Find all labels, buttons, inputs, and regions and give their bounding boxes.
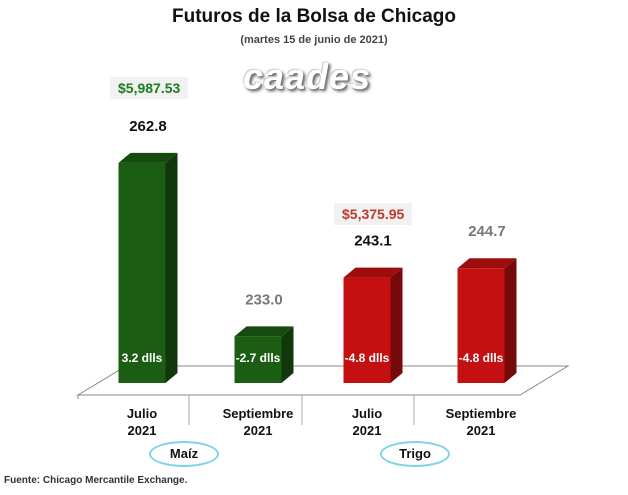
chart-floor [76, 365, 570, 396]
bar-value-label: 243.1 [354, 233, 392, 250]
chart-title: Futuros de la Bolsa de Chicago [172, 6, 456, 27]
x-tick-label-line: Julio [126, 406, 158, 421]
bar-change-label: -4.8 dlls [345, 351, 390, 365]
x-tick-label: Septiembre 2021 [426, 405, 536, 439]
x-tick-label-line: 2021 [466, 423, 496, 438]
bar [457, 268, 505, 383]
bar-top [343, 267, 403, 278]
bar-top [457, 258, 517, 269]
bar-change-label: -2.7 dlls [236, 351, 281, 365]
group-label-trigo: Trigo [380, 441, 450, 467]
bar-change-label: 3.2 dlls [122, 351, 163, 365]
bar-side [281, 326, 294, 383]
bar-value-label: 262.8 [129, 118, 167, 135]
x-tick-label-line: Septiembre [222, 406, 294, 421]
x-tick-label-line: Julio [351, 406, 383, 421]
maiz-price-badge: $5,987.53 [110, 77, 189, 99]
bar-side [390, 267, 403, 383]
x-tick-label: Septiembre 2021 [203, 405, 313, 439]
source-note: Fuente: Chicago Mercantile Exchange. [4, 475, 188, 486]
bar-side [165, 152, 178, 383]
x-tick-label-line: 2021 [243, 423, 273, 438]
bar-value-label: 244.7 [468, 223, 506, 240]
bar-change-label: -4.8 dlls [459, 351, 504, 365]
x-tick-label-line: Septiembre [445, 406, 517, 421]
x-tick-label-line: 2021 [127, 423, 157, 438]
caades-logo: caades [243, 56, 372, 97]
bar-side [504, 258, 517, 383]
bar-value-label: 233.0 [245, 291, 283, 308]
group-label-maiz: Maíz [149, 441, 219, 467]
trigo-price-badge: $5,375.95 [334, 203, 413, 225]
x-tick-label: Julio 2021 [87, 405, 197, 439]
bar-top [234, 326, 294, 337]
x-tick-label-line: 2021 [352, 423, 382, 438]
bar-top [118, 152, 178, 163]
bar [234, 336, 282, 383]
bar [343, 277, 391, 383]
bar [118, 162, 166, 383]
chart-subtitle: (martes 15 de junio de 2021) [240, 34, 388, 46]
x-tick-label: Julio 2021 [312, 405, 422, 439]
